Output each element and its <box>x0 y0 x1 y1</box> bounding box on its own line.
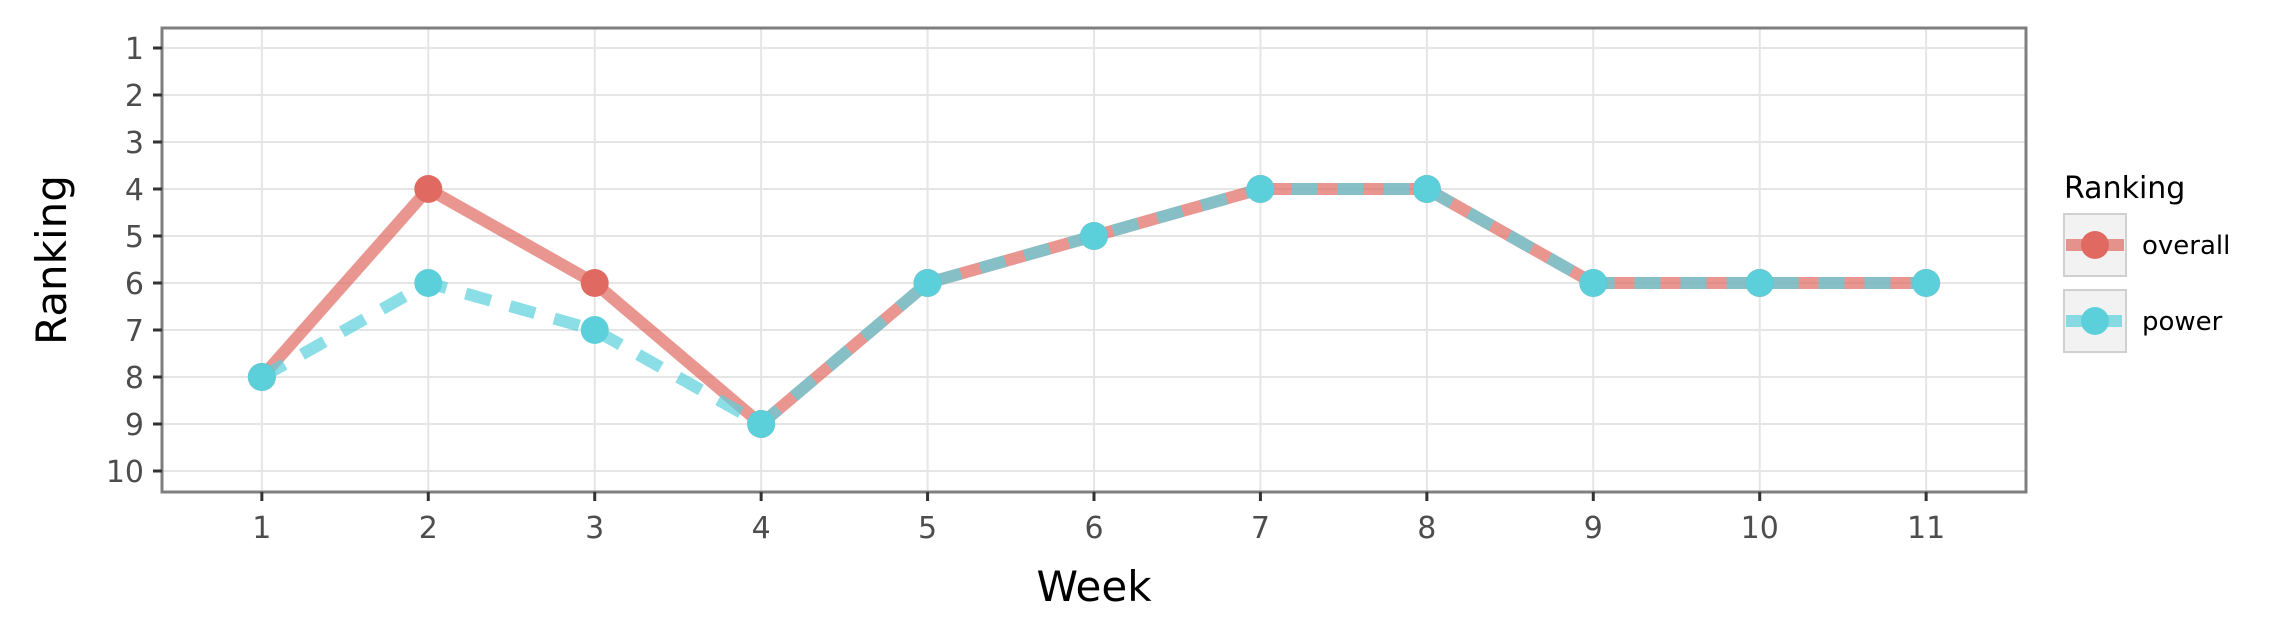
y-axis-title: Ranking <box>27 175 76 345</box>
legend-label: overall <box>2142 231 2230 261</box>
legend: Ranking overall power <box>2063 171 2230 353</box>
x-tick-label: 7 <box>1251 511 1270 546</box>
data-point-overall <box>414 175 443 203</box>
y-tick-label: 9 <box>125 408 144 443</box>
legend-item-power: power <box>2063 289 2223 353</box>
x-axis-title: Week <box>1036 562 1152 611</box>
x-tick-label: 5 <box>918 511 937 546</box>
y-tick-label: 8 <box>125 361 144 396</box>
legend-key-point <box>2081 307 2109 335</box>
y-tick-label: 7 <box>125 314 144 349</box>
x-tick-label: 9 <box>1584 511 1603 546</box>
data-point-power <box>414 269 443 297</box>
data-point-power <box>913 269 942 297</box>
legend-item-overall: overall <box>2063 213 2230 277</box>
data-point-power <box>747 410 776 438</box>
y-tick-label: 1 <box>125 32 144 67</box>
x-tick-label: 8 <box>1417 511 1436 546</box>
legend-title: Ranking <box>2064 171 2185 206</box>
data-point-power <box>1246 175 1275 203</box>
data-point-power <box>1745 269 1774 297</box>
x-tick-label: 11 <box>1907 511 1945 546</box>
y-tick-label: 4 <box>125 173 144 208</box>
y-tick-label: 5 <box>125 220 144 255</box>
y-tick-label: 6 <box>125 267 144 302</box>
x-axis-ticks: 1 2 3 4 5 6 7 8 9 10 11 <box>252 492 1945 546</box>
x-tick-label: 1 <box>252 511 271 546</box>
x-tick-label: 6 <box>1084 511 1103 546</box>
y-tick-label: 10 <box>106 455 144 490</box>
series-points <box>247 175 1941 438</box>
y-tick-label: 3 <box>125 126 144 161</box>
data-point-power <box>247 363 276 391</box>
data-point-overall <box>580 269 609 297</box>
x-tick-label: 4 <box>752 511 771 546</box>
y-tick-label: 2 <box>125 79 144 114</box>
series-line-power <box>258 183 1927 430</box>
x-tick-label: 3 <box>585 511 604 546</box>
legend-key-point <box>2081 231 2109 259</box>
grid <box>162 28 2026 492</box>
legend-label: power <box>2142 307 2223 337</box>
x-tick-label: 10 <box>1741 511 1779 546</box>
data-point-power <box>1080 222 1108 250</box>
data-point-power <box>1579 269 1608 297</box>
data-point-power <box>1412 175 1441 203</box>
data-point-power <box>580 316 609 344</box>
y-axis-ticks: 1 2 3 4 5 6 7 8 9 10 <box>106 32 162 490</box>
x-tick-label: 2 <box>419 511 438 546</box>
data-point-power <box>1912 269 1941 297</box>
legend-items: overall power <box>2063 213 2230 353</box>
